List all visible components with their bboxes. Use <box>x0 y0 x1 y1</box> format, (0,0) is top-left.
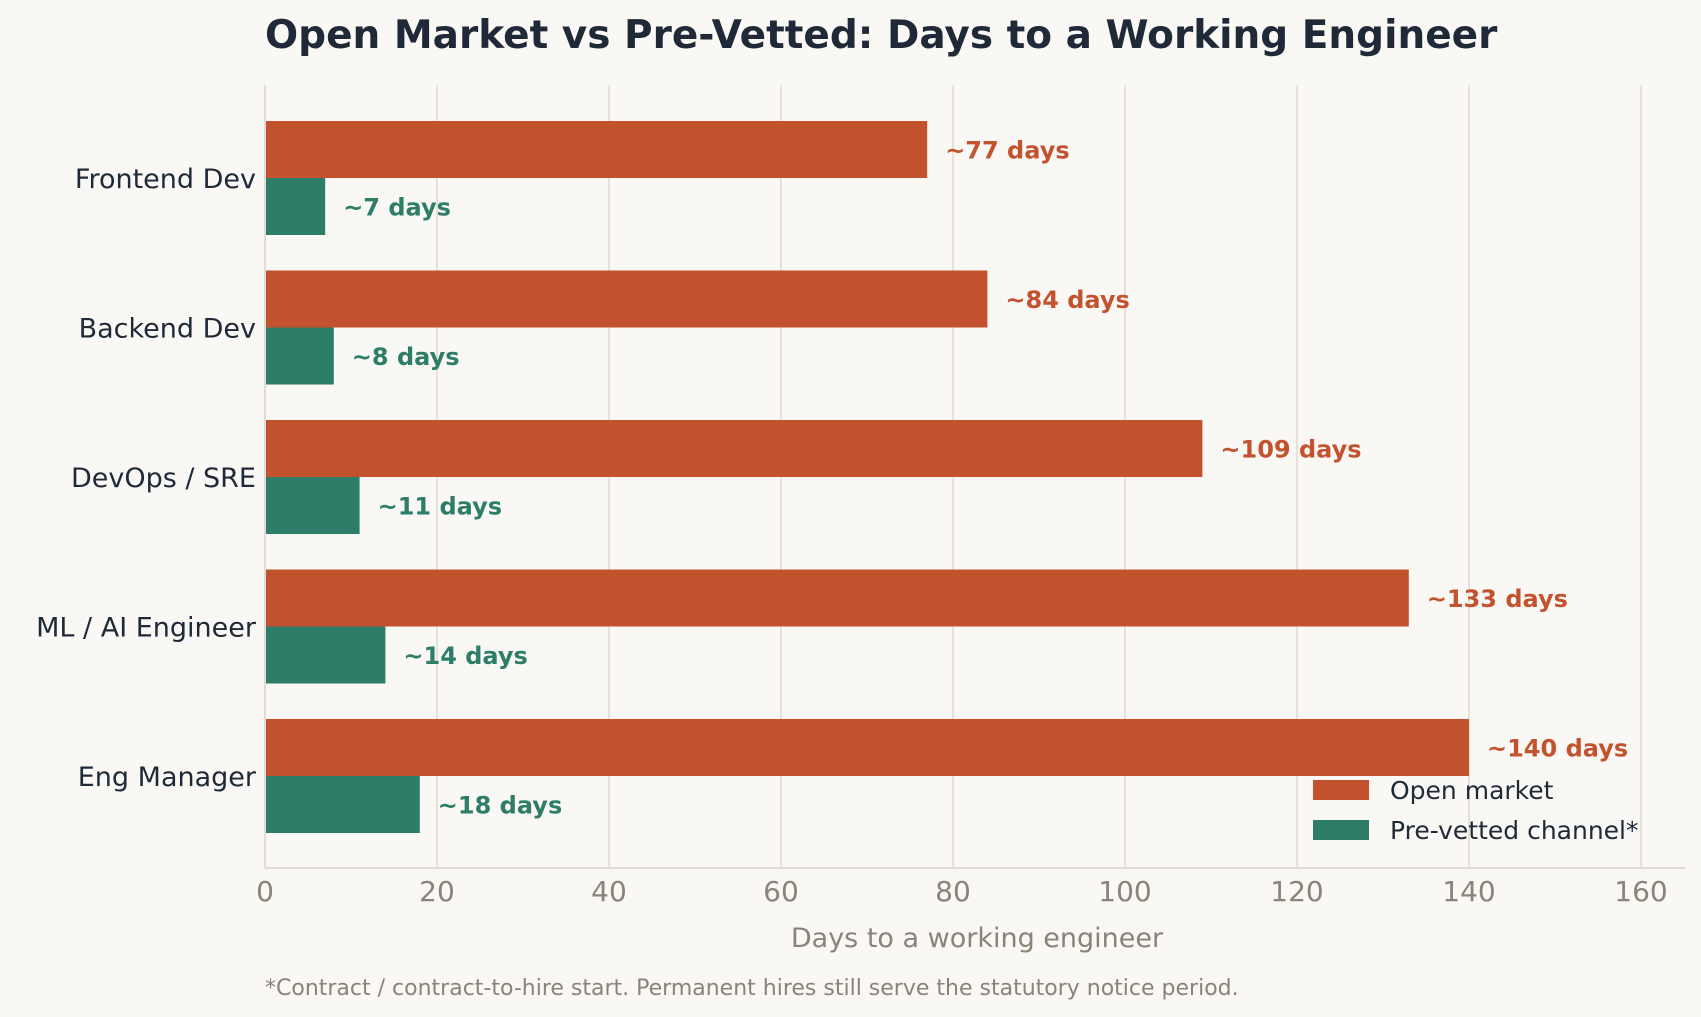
x-tick-label-160: 160 <box>1614 875 1667 908</box>
pre-vetted-value-label-4: ~18 days <box>438 792 562 820</box>
bars <box>265 121 1469 833</box>
open-market-value-label-3: ~133 days <box>1427 585 1568 613</box>
value-labels: ~77 days ~7 days ~84 days ~8 days ~109 days ~… <box>343 137 1628 820</box>
pre-vetted-bar-4 <box>265 776 420 833</box>
legend-label-0: Open market <box>1390 776 1554 805</box>
x-tick-label-40: 40 <box>591 875 627 908</box>
open-market-value-label-2: ~109 days <box>1220 436 1361 464</box>
x-tick-label-100: 100 <box>1098 875 1151 908</box>
open-market-bar-1 <box>265 270 988 328</box>
open-market-bar-0 <box>265 121 928 178</box>
x-tick-label-20: 20 <box>419 875 455 908</box>
open-market-value-label-4: ~140 days <box>1487 735 1628 763</box>
pre-vetted-value-label-0: ~7 days <box>343 194 451 222</box>
open-market-bar-3 <box>265 569 1409 627</box>
footnote: *Contract / contract-to-hire start. Perm… <box>265 976 1239 1001</box>
x-tick-label-60: 60 <box>763 875 799 908</box>
x-tick-label-80: 80 <box>935 875 971 908</box>
legend-swatch-1 <box>1313 820 1369 840</box>
open-market-bar-2 <box>265 420 1203 477</box>
open-market-bar-4 <box>265 719 1469 776</box>
x-tick-label-120: 120 <box>1270 875 1323 908</box>
pre-vetted-value-label-2: ~11 days <box>378 493 502 521</box>
category-label-4: Eng Manager <box>78 762 257 793</box>
category-label-0: Frontend Dev <box>75 164 256 195</box>
chart-title: Open Market vs Pre-Vetted: Days to a Wor… <box>265 13 1498 58</box>
x-tick-label-0: 0 <box>256 875 274 908</box>
pre-vetted-value-label-1: ~8 days <box>352 343 460 371</box>
category-label-1: Backend Dev <box>79 314 256 345</box>
pre-vetted-bar-2 <box>265 477 360 534</box>
legend: Open market Pre-vetted channel* <box>1313 776 1639 845</box>
legend-swatch-0 <box>1313 780 1369 800</box>
open-market-value-label-1: ~84 days <box>1005 286 1129 314</box>
x-axis: 0 20 40 60 80 100 120 140 160 <box>256 85 1685 908</box>
category-labels: Frontend Dev Backend Dev DevOps / SRE ML / … <box>36 164 257 793</box>
pre-vetted-bar-0 <box>265 178 326 235</box>
x-tick-label-140: 140 <box>1442 875 1495 908</box>
category-label-3: ML / AI Engineer <box>36 613 257 644</box>
x-axis-label: Days to a working engineer <box>791 923 1164 954</box>
pre-vetted-bar-3 <box>265 626 386 684</box>
category-label-2: DevOps / SRE <box>71 463 256 494</box>
pre-vetted-value-label-3: ~14 days <box>403 642 527 670</box>
open-market-value-label-0: ~77 days <box>945 137 1069 165</box>
pre-vetted-bar-1 <box>265 327 334 385</box>
legend-label-1: Pre-vetted channel* <box>1390 816 1639 845</box>
